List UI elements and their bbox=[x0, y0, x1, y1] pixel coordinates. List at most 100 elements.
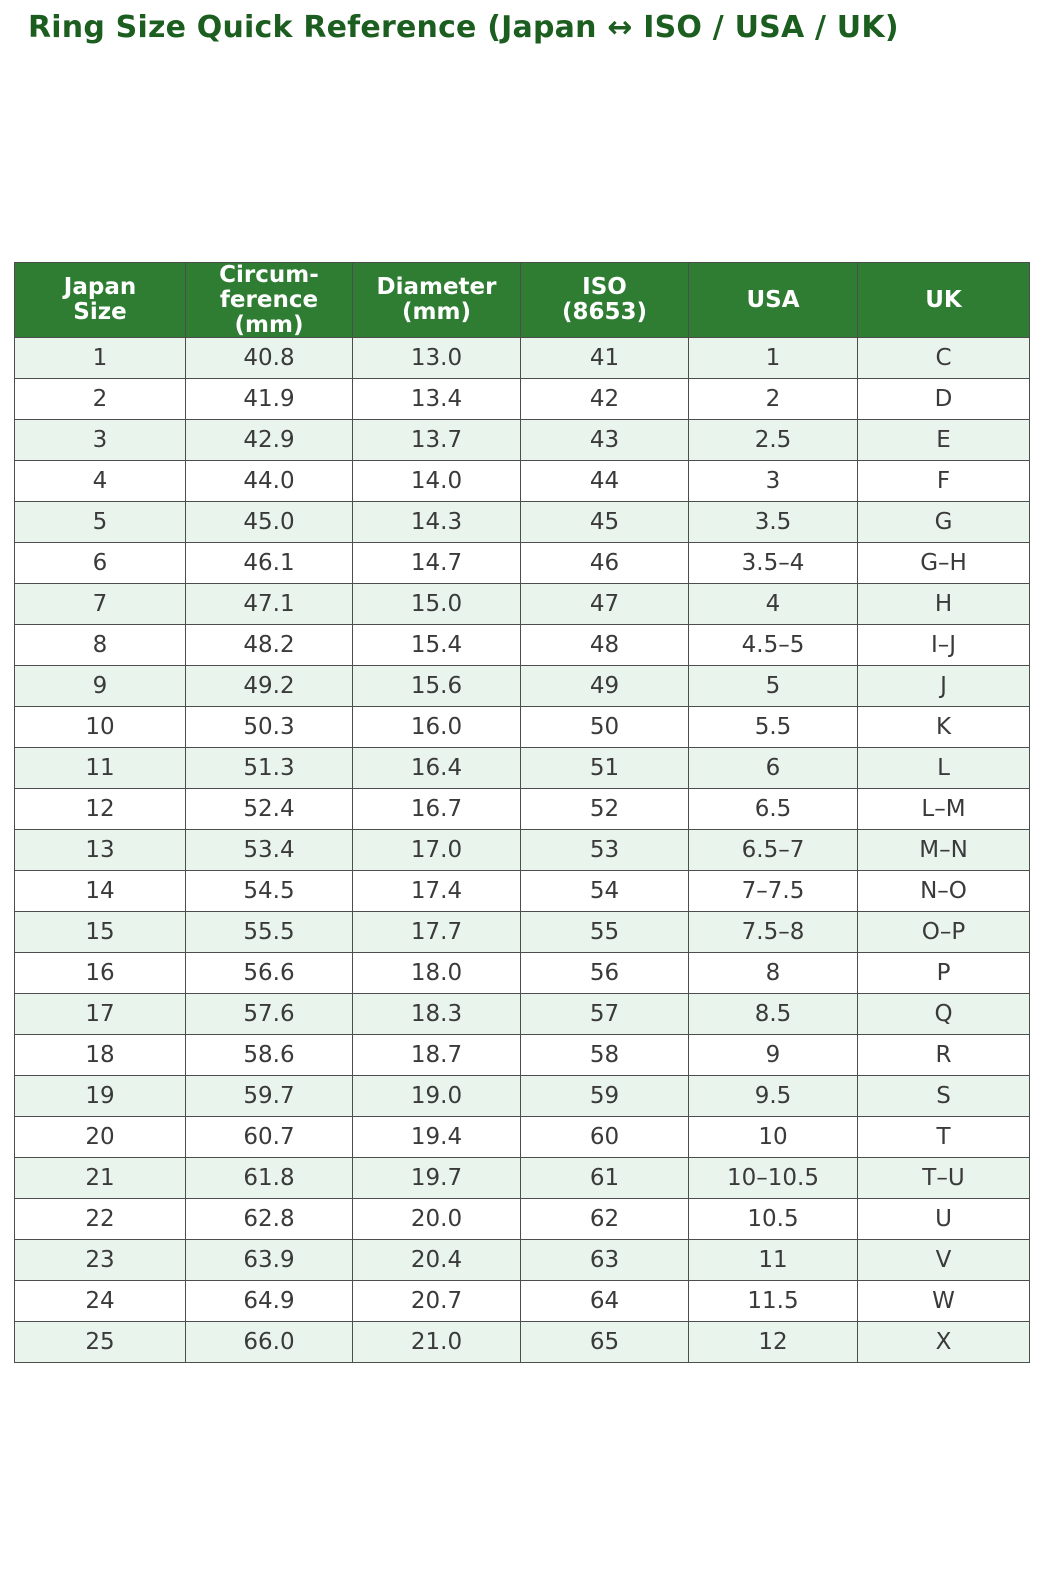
table-cell: L bbox=[857, 747, 1030, 790]
table-cell: 8 bbox=[14, 624, 186, 667]
table-cell: 18.7 bbox=[352, 1034, 521, 1077]
table-row: 21 61.8 19.7 61 10–10.5 T–U bbox=[14, 1157, 1030, 1200]
table-row: 8 48.2 15.4 48 4.5–5 I–J bbox=[14, 624, 1030, 667]
table-cell: 16.0 bbox=[352, 706, 521, 749]
table-cell: K bbox=[857, 706, 1030, 749]
table-row: 7 47.1 15.0 47 4 H bbox=[14, 583, 1030, 626]
table-cell: 5.5 bbox=[688, 706, 858, 749]
table-cell: 9 bbox=[688, 1034, 858, 1077]
column-header: Diameter (mm) bbox=[352, 261, 521, 339]
table-cell: 57 bbox=[520, 993, 689, 1036]
table-cell: G bbox=[857, 501, 1030, 544]
table-cell: 15.6 bbox=[352, 665, 521, 708]
table-cell: 20 bbox=[14, 1116, 186, 1159]
table-cell: 10 bbox=[688, 1116, 858, 1159]
table-cell: 10 bbox=[14, 706, 186, 749]
table-cell: 55 bbox=[520, 911, 689, 954]
table-cell: 41.9 bbox=[185, 378, 353, 421]
table-cell: 3 bbox=[688, 460, 858, 503]
table-cell: I–J bbox=[857, 624, 1030, 667]
table-cell: 19.7 bbox=[352, 1157, 521, 1200]
table-cell: 13 bbox=[14, 829, 186, 872]
table-cell: 54.5 bbox=[185, 870, 353, 913]
table-row: 25 66.0 21.0 65 12 X bbox=[14, 1321, 1030, 1364]
table-cell: 21 bbox=[14, 1157, 186, 1200]
table-cell: 17.4 bbox=[352, 870, 521, 913]
table-row: 10 50.3 16.0 50 5.5 K bbox=[14, 706, 1030, 749]
table-cell: 7.5–8 bbox=[688, 911, 858, 954]
table-cell: 17.7 bbox=[352, 911, 521, 954]
table-cell: 18.0 bbox=[352, 952, 521, 995]
table-row: 17 57.6 18.3 57 8.5 Q bbox=[14, 993, 1030, 1036]
table-cell: T bbox=[857, 1116, 1030, 1159]
table-row: 4 44.0 14.0 44 3 F bbox=[14, 460, 1030, 503]
table-cell: 60.7 bbox=[185, 1116, 353, 1159]
table-cell: H bbox=[857, 583, 1030, 626]
table-cell: 4.5–5 bbox=[688, 624, 858, 667]
table-cell: E bbox=[857, 419, 1030, 462]
table-row: 14 54.5 17.4 54 7–7.5 N–O bbox=[14, 870, 1030, 913]
table-cell: 45.0 bbox=[185, 501, 353, 544]
table-cell: W bbox=[857, 1280, 1030, 1323]
table-cell: 14.3 bbox=[352, 501, 521, 544]
table-cell: 14.0 bbox=[352, 460, 521, 503]
table-cell: 15.0 bbox=[352, 583, 521, 626]
table-cell: 46 bbox=[520, 542, 689, 585]
table-cell: 12 bbox=[688, 1321, 858, 1364]
table-cell: 13.7 bbox=[352, 419, 521, 462]
table-cell: 63.9 bbox=[185, 1239, 353, 1282]
table-cell: 15.4 bbox=[352, 624, 521, 667]
table-cell: 4 bbox=[688, 583, 858, 626]
table-cell: 58 bbox=[520, 1034, 689, 1077]
table-row: 22 62.8 20.0 62 10.5 U bbox=[14, 1198, 1030, 1241]
table-cell: 42 bbox=[520, 378, 689, 421]
table-cell: 19 bbox=[14, 1075, 186, 1118]
table-cell: 63 bbox=[520, 1239, 689, 1282]
table-cell: 3 bbox=[14, 419, 186, 462]
table-cell: 49.2 bbox=[185, 665, 353, 708]
table-row: 20 60.7 19.4 60 10 T bbox=[14, 1116, 1030, 1159]
table-cell: 64 bbox=[520, 1280, 689, 1323]
table-cell: 18.3 bbox=[352, 993, 521, 1036]
table-cell: 5 bbox=[14, 501, 186, 544]
table-row: 5 45.0 14.3 45 3.5 G bbox=[14, 501, 1030, 544]
table-cell: 7 bbox=[14, 583, 186, 626]
table-cell: V bbox=[857, 1239, 1030, 1282]
table-row: 24 64.9 20.7 64 11.5 W bbox=[14, 1280, 1030, 1323]
table-row: 15 55.5 17.7 55 7.5–8 O–P bbox=[14, 911, 1030, 954]
table-cell: 66.0 bbox=[185, 1321, 353, 1364]
table-header-row: Japan Size Circum- ference (mm) Diameter (… bbox=[14, 261, 1030, 339]
table-cell: 24 bbox=[14, 1280, 186, 1323]
table-row: 18 58.6 18.7 58 9 R bbox=[14, 1034, 1030, 1077]
table-cell: 25 bbox=[14, 1321, 186, 1364]
table-cell: 16.7 bbox=[352, 788, 521, 831]
table-cell: 65 bbox=[520, 1321, 689, 1364]
table-cell: 50.3 bbox=[185, 706, 353, 749]
table-cell: 57.6 bbox=[185, 993, 353, 1036]
table-cell: 12 bbox=[14, 788, 186, 831]
table-cell: 6.5 bbox=[688, 788, 858, 831]
table-cell: 54 bbox=[520, 870, 689, 913]
table-cell: 1 bbox=[14, 337, 186, 380]
table-cell: 1 bbox=[688, 337, 858, 380]
table-body: 1 40.8 13.0 41 1 C 2 41.9 13.4 42 2 D 3 42.9 13.7 43 2.5… bbox=[14, 337, 1030, 1364]
table-cell: U bbox=[857, 1198, 1030, 1241]
table-cell: 60 bbox=[520, 1116, 689, 1159]
table-cell: 10–10.5 bbox=[688, 1157, 858, 1200]
table-cell: 42.9 bbox=[185, 419, 353, 462]
table-cell: 50 bbox=[520, 706, 689, 749]
table-cell: 23 bbox=[14, 1239, 186, 1282]
column-header: ISO (8653) bbox=[520, 261, 689, 339]
table-cell: 45 bbox=[520, 501, 689, 544]
table-cell: 5 bbox=[688, 665, 858, 708]
table-cell: C bbox=[857, 337, 1030, 380]
table-cell: D bbox=[857, 378, 1030, 421]
table-cell: 8 bbox=[688, 952, 858, 995]
table-cell: 61 bbox=[520, 1157, 689, 1200]
table-cell: 19.4 bbox=[352, 1116, 521, 1159]
table-cell: 6 bbox=[688, 747, 858, 790]
table-cell: 44 bbox=[520, 460, 689, 503]
table-cell: 13.0 bbox=[352, 337, 521, 380]
table-cell: 43 bbox=[520, 419, 689, 462]
table-cell: 10.5 bbox=[688, 1198, 858, 1241]
